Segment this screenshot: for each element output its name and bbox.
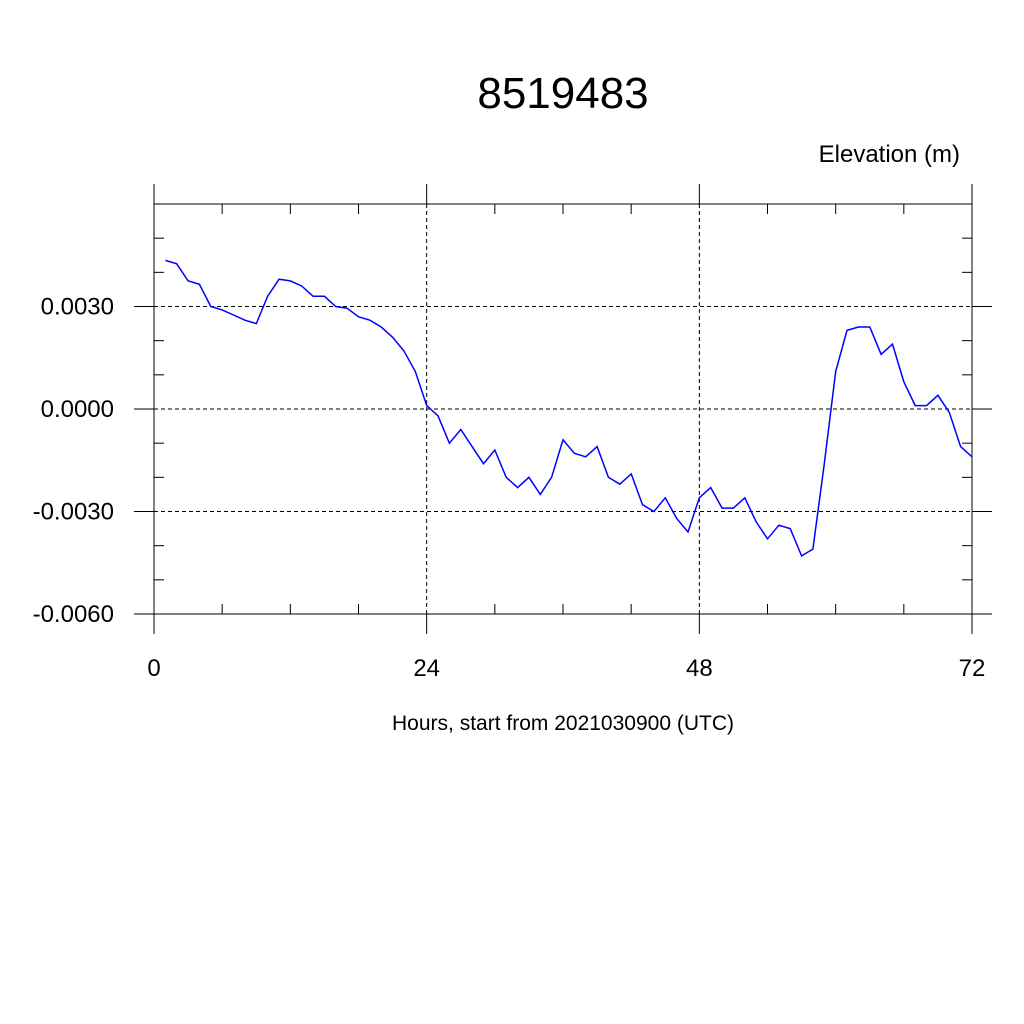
x-tick-label: 48 [686, 655, 713, 682]
series-group [165, 259, 973, 557]
x-tick-label: 24 [413, 655, 440, 682]
y-tick-label: 0.0000 [41, 396, 114, 423]
x-axis-label: Hours, start from 2021030900 (UTC) [392, 712, 734, 735]
y-axis-label: Elevation (m) [819, 141, 960, 168]
x-tick-label: 0 [147, 655, 160, 682]
y-tick-label: -0.0060 [33, 601, 114, 628]
series-line [165, 259, 973, 557]
y-tick-label: 0.0030 [41, 294, 114, 321]
tick-labels: 0 24 48 72 0.0030 0.0000 -0.0030 -0.0060 [33, 294, 986, 683]
grid-lines [154, 204, 972, 614]
axis-ticks [134, 184, 992, 634]
x-tick-label: 72 [959, 655, 986, 682]
chart-title: 8519483 [477, 69, 648, 118]
y-tick-label: -0.0030 [33, 499, 114, 526]
